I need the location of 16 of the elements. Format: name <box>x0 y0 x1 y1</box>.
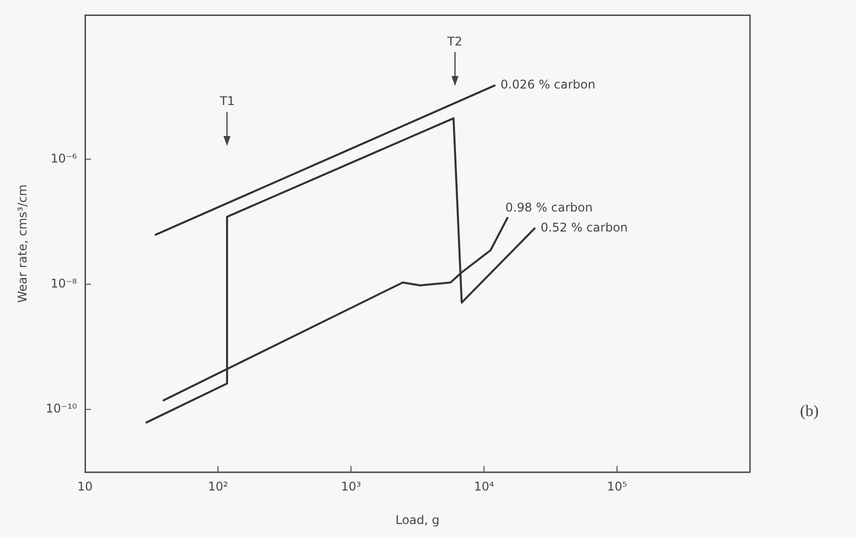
y-axis-title: Wear rate, cms³/cm <box>15 184 30 303</box>
x-tick-label: 10⁴ <box>474 479 494 494</box>
y-tick-label: 10⁻⁶ <box>50 151 78 166</box>
series-label: 0.98 % carbon <box>505 200 593 215</box>
y-tick-label: 10⁻¹⁰ <box>46 402 78 416</box>
annotation: T1 <box>218 94 235 108</box>
series-label: 0.52 % carbon <box>540 220 628 235</box>
x-axis-title: Load, g <box>395 512 440 527</box>
x-tick-label: 10² <box>208 479 228 494</box>
x-tick-label: 10⁵ <box>606 479 628 494</box>
annotation: T2 <box>446 34 462 48</box>
x-tick-label: 10³ <box>340 479 362 494</box>
x-tick-label: 10 <box>77 479 93 494</box>
y-tick-label: 10⁻⁸ <box>50 276 78 290</box>
text: (b) <box>800 403 819 420</box>
series-label: 0.026 % carbon <box>500 78 596 92</box>
